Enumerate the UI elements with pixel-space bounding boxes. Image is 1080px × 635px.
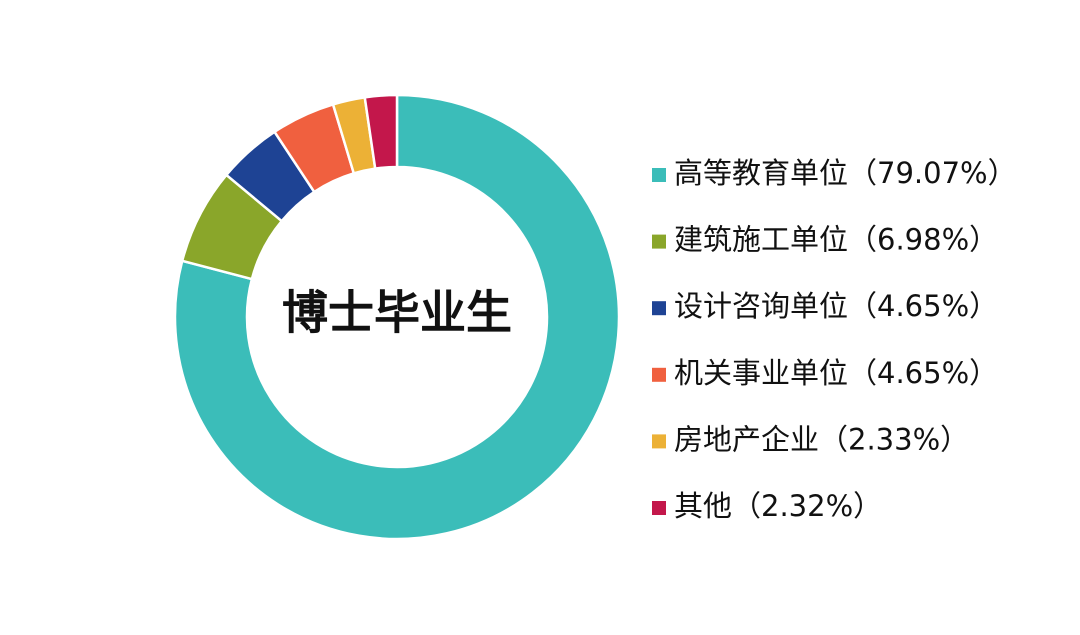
legend-label: 设计咨询单位 [674,289,848,323]
legend-label: 房地产企业 [674,422,819,456]
legend-label: 建筑施工单位 [674,223,848,257]
legend-swatch [652,501,666,515]
legend-text: 建筑施工单位（6.98%） [674,223,998,257]
legend-value: （2.33%） [819,422,969,456]
legend-value: （2.32%） [732,489,882,523]
donut-slice [173,93,621,541]
legend-text: 房地产企业（2.33%） [674,422,969,456]
legend-text: 设计咨询单位（4.65%） [674,289,998,323]
donut-slice [363,93,399,171]
center-label: 博士毕业生 [282,286,512,340]
legend-swatch [652,168,666,182]
legend-label: 其他 [674,489,732,523]
legend-swatch [652,367,666,382]
legend-text: 其他（2.32%） [674,489,882,523]
legend-swatch [652,301,666,316]
legend-value: （4.65%） [848,356,998,390]
legend-text: 高等教育单位（79.07%） [674,156,1017,190]
legend-value: （4.65%） [848,289,998,323]
legend-text: 机关事业单位（4.65%） [674,356,998,390]
legend-value: （6.98%） [848,223,998,257]
legend-swatch [652,434,666,449]
legend-value: （79.07%） [848,156,1017,190]
legend-label: 机关事业单位 [674,356,848,390]
legend-label: 高等教育单位 [674,156,848,190]
legend-swatch [652,234,666,249]
